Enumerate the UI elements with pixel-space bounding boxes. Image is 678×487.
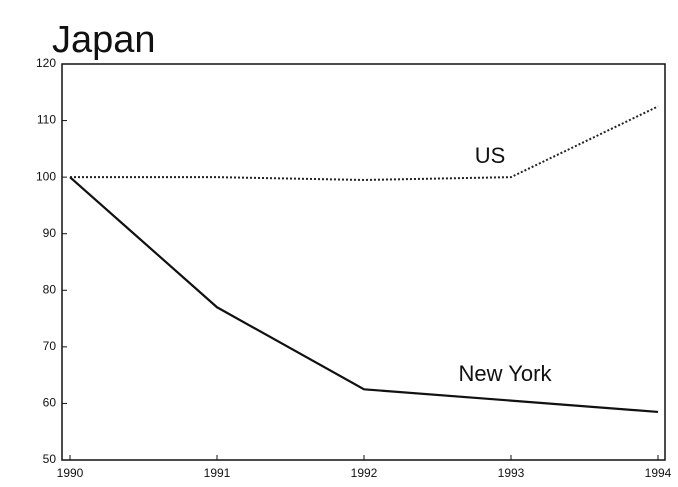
x-tick-label: 1991 <box>204 466 231 480</box>
x-tick-label: 1994 <box>645 466 672 480</box>
chart-title: Japan <box>52 19 156 61</box>
y-tick-label: 50 <box>43 452 57 466</box>
series-label: New York <box>459 361 553 386</box>
y-tick-label: 60 <box>43 396 57 410</box>
x-tick-label: 1993 <box>498 466 525 480</box>
plot-frame <box>61 63 666 461</box>
x-tick-label: 1990 <box>57 466 84 480</box>
x-tick-label: 1992 <box>351 466 378 480</box>
y-tick-label: 70 <box>43 339 57 353</box>
y-tick-label: 110 <box>37 113 56 127</box>
series-line <box>70 105 659 181</box>
y-tick-label: 90 <box>43 226 57 240</box>
series-line <box>69 176 659 414</box>
series-label: US <box>475 143 506 168</box>
y-tick-label: 120 <box>36 56 56 70</box>
y-tick-label: 80 <box>43 282 57 296</box>
y-tick-label: 100 <box>36 169 56 183</box>
